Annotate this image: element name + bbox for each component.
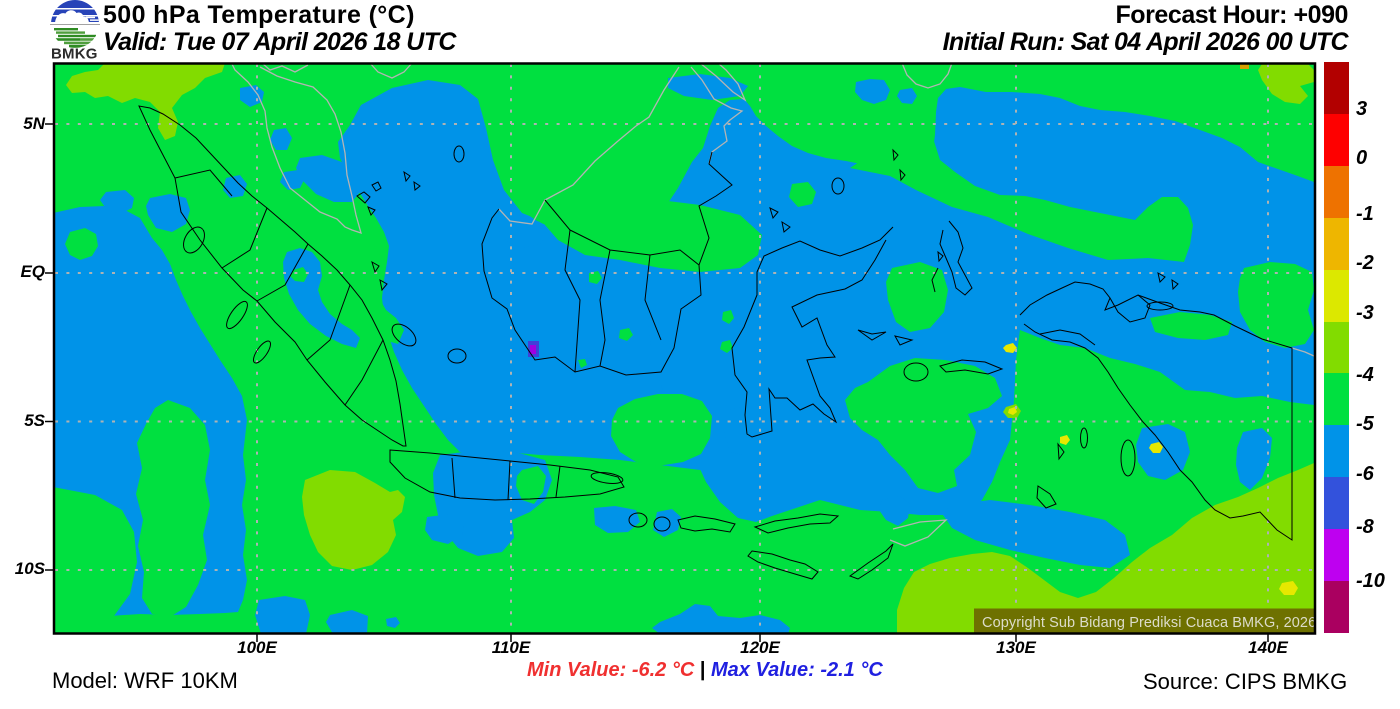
svg-text:BMKG: BMKG — [51, 46, 98, 61]
svg-text:Copyright Sub Bidang Prediksi: Copyright Sub Bidang Prediksi Cuaca BMKG… — [982, 615, 1316, 631]
